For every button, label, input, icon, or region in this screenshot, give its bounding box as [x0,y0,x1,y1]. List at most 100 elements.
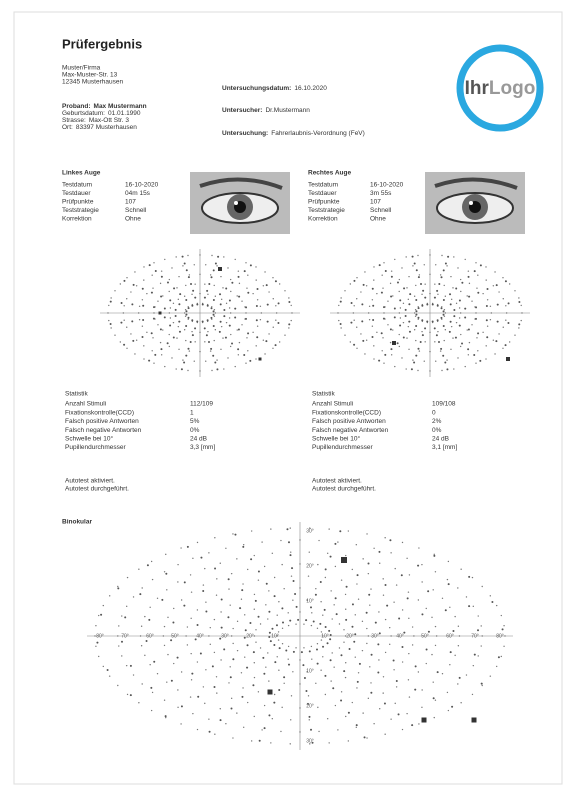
field-dot [265,604,266,605]
field-dot [256,345,257,346]
field-dot [415,285,416,286]
field-dot [261,541,262,542]
exam-label: Untersuchungsdatum: [222,85,291,92]
field-dot [226,303,227,304]
test-point [155,270,157,272]
test-point [477,332,479,334]
y-axis-label: 10° [306,598,314,604]
field-dot [110,297,111,298]
test-point [150,687,152,689]
field-dot [225,548,226,549]
field-dot [376,332,377,333]
field-dot [441,370,442,371]
field-dot [424,283,425,284]
eye-value: 16-10-2020 [125,182,159,189]
field-dot [185,285,186,286]
field-dot [279,341,280,342]
test-point [268,611,270,613]
field-dot [440,274,441,275]
field-dot [149,664,150,665]
test-point [297,619,299,621]
field-dot [355,656,356,657]
field-dot [390,635,391,636]
field-dot [270,528,271,529]
test-point [256,336,258,338]
field-dot [261,312,262,313]
field-dot [502,277,503,278]
field-dot [402,542,403,543]
test-point [263,673,265,675]
test-point [247,292,249,294]
test-point [420,283,422,285]
field-dot [292,671,293,672]
test-point [444,362,446,364]
field-dot [395,568,396,569]
field-dot [288,327,289,328]
field-dot [251,740,252,741]
test-point [278,302,280,304]
field-dot [255,358,256,359]
test-point [390,348,392,350]
field-dot [235,259,236,260]
test-point [247,332,249,334]
test-point [455,337,457,339]
test-point [368,594,370,596]
field-dot [383,363,384,364]
field-dot [487,299,488,300]
field-dot [216,359,217,360]
field-dot [98,615,99,616]
field-dot [199,274,200,275]
test-point [398,713,400,715]
field-dot [279,283,280,284]
test-point [495,340,497,342]
field-dot [123,305,124,306]
test-point [486,336,488,338]
y-axis-label: 20° [306,703,314,709]
field-dot [421,564,422,565]
test-point [325,626,327,628]
field-dot [403,303,404,304]
field-dot [390,283,391,284]
field-dot [199,254,200,255]
field-dot [373,345,374,346]
field-dot [258,691,259,692]
field-dot [456,322,457,323]
test-point [389,539,391,541]
test-point [229,325,231,327]
field-dot [321,639,322,640]
field-dot [208,552,209,553]
logo: IhrLogo [465,78,536,99]
test-point [146,640,148,642]
field-dot [192,558,193,559]
field-dot [164,645,165,646]
field-dot [204,703,205,704]
test-point [442,355,444,357]
field-dot [429,370,430,371]
test-point [293,651,295,653]
field-dot [450,276,451,277]
eye-value: 3m 55s [370,190,392,197]
field-dot [180,547,181,548]
field-dot [369,319,370,320]
test-point [220,303,222,305]
field-dot [451,299,452,300]
test-point [518,323,520,325]
field-dot [445,312,446,313]
field-dot [256,279,257,280]
test-point [206,334,208,336]
test-point [281,607,283,609]
field-dot [244,656,245,657]
test-point [213,325,215,327]
test-point [165,573,167,575]
field-dot [169,346,170,347]
x-axis-label: 20° [346,633,354,639]
test-point [223,309,225,311]
test-point [250,264,252,266]
field-dot [434,717,435,718]
field-dot [384,734,385,735]
field-dot [127,577,128,578]
field-dot [126,348,127,349]
exam-label: Untersucher: [222,107,262,114]
field-dot [441,255,442,256]
test-point [362,340,364,342]
